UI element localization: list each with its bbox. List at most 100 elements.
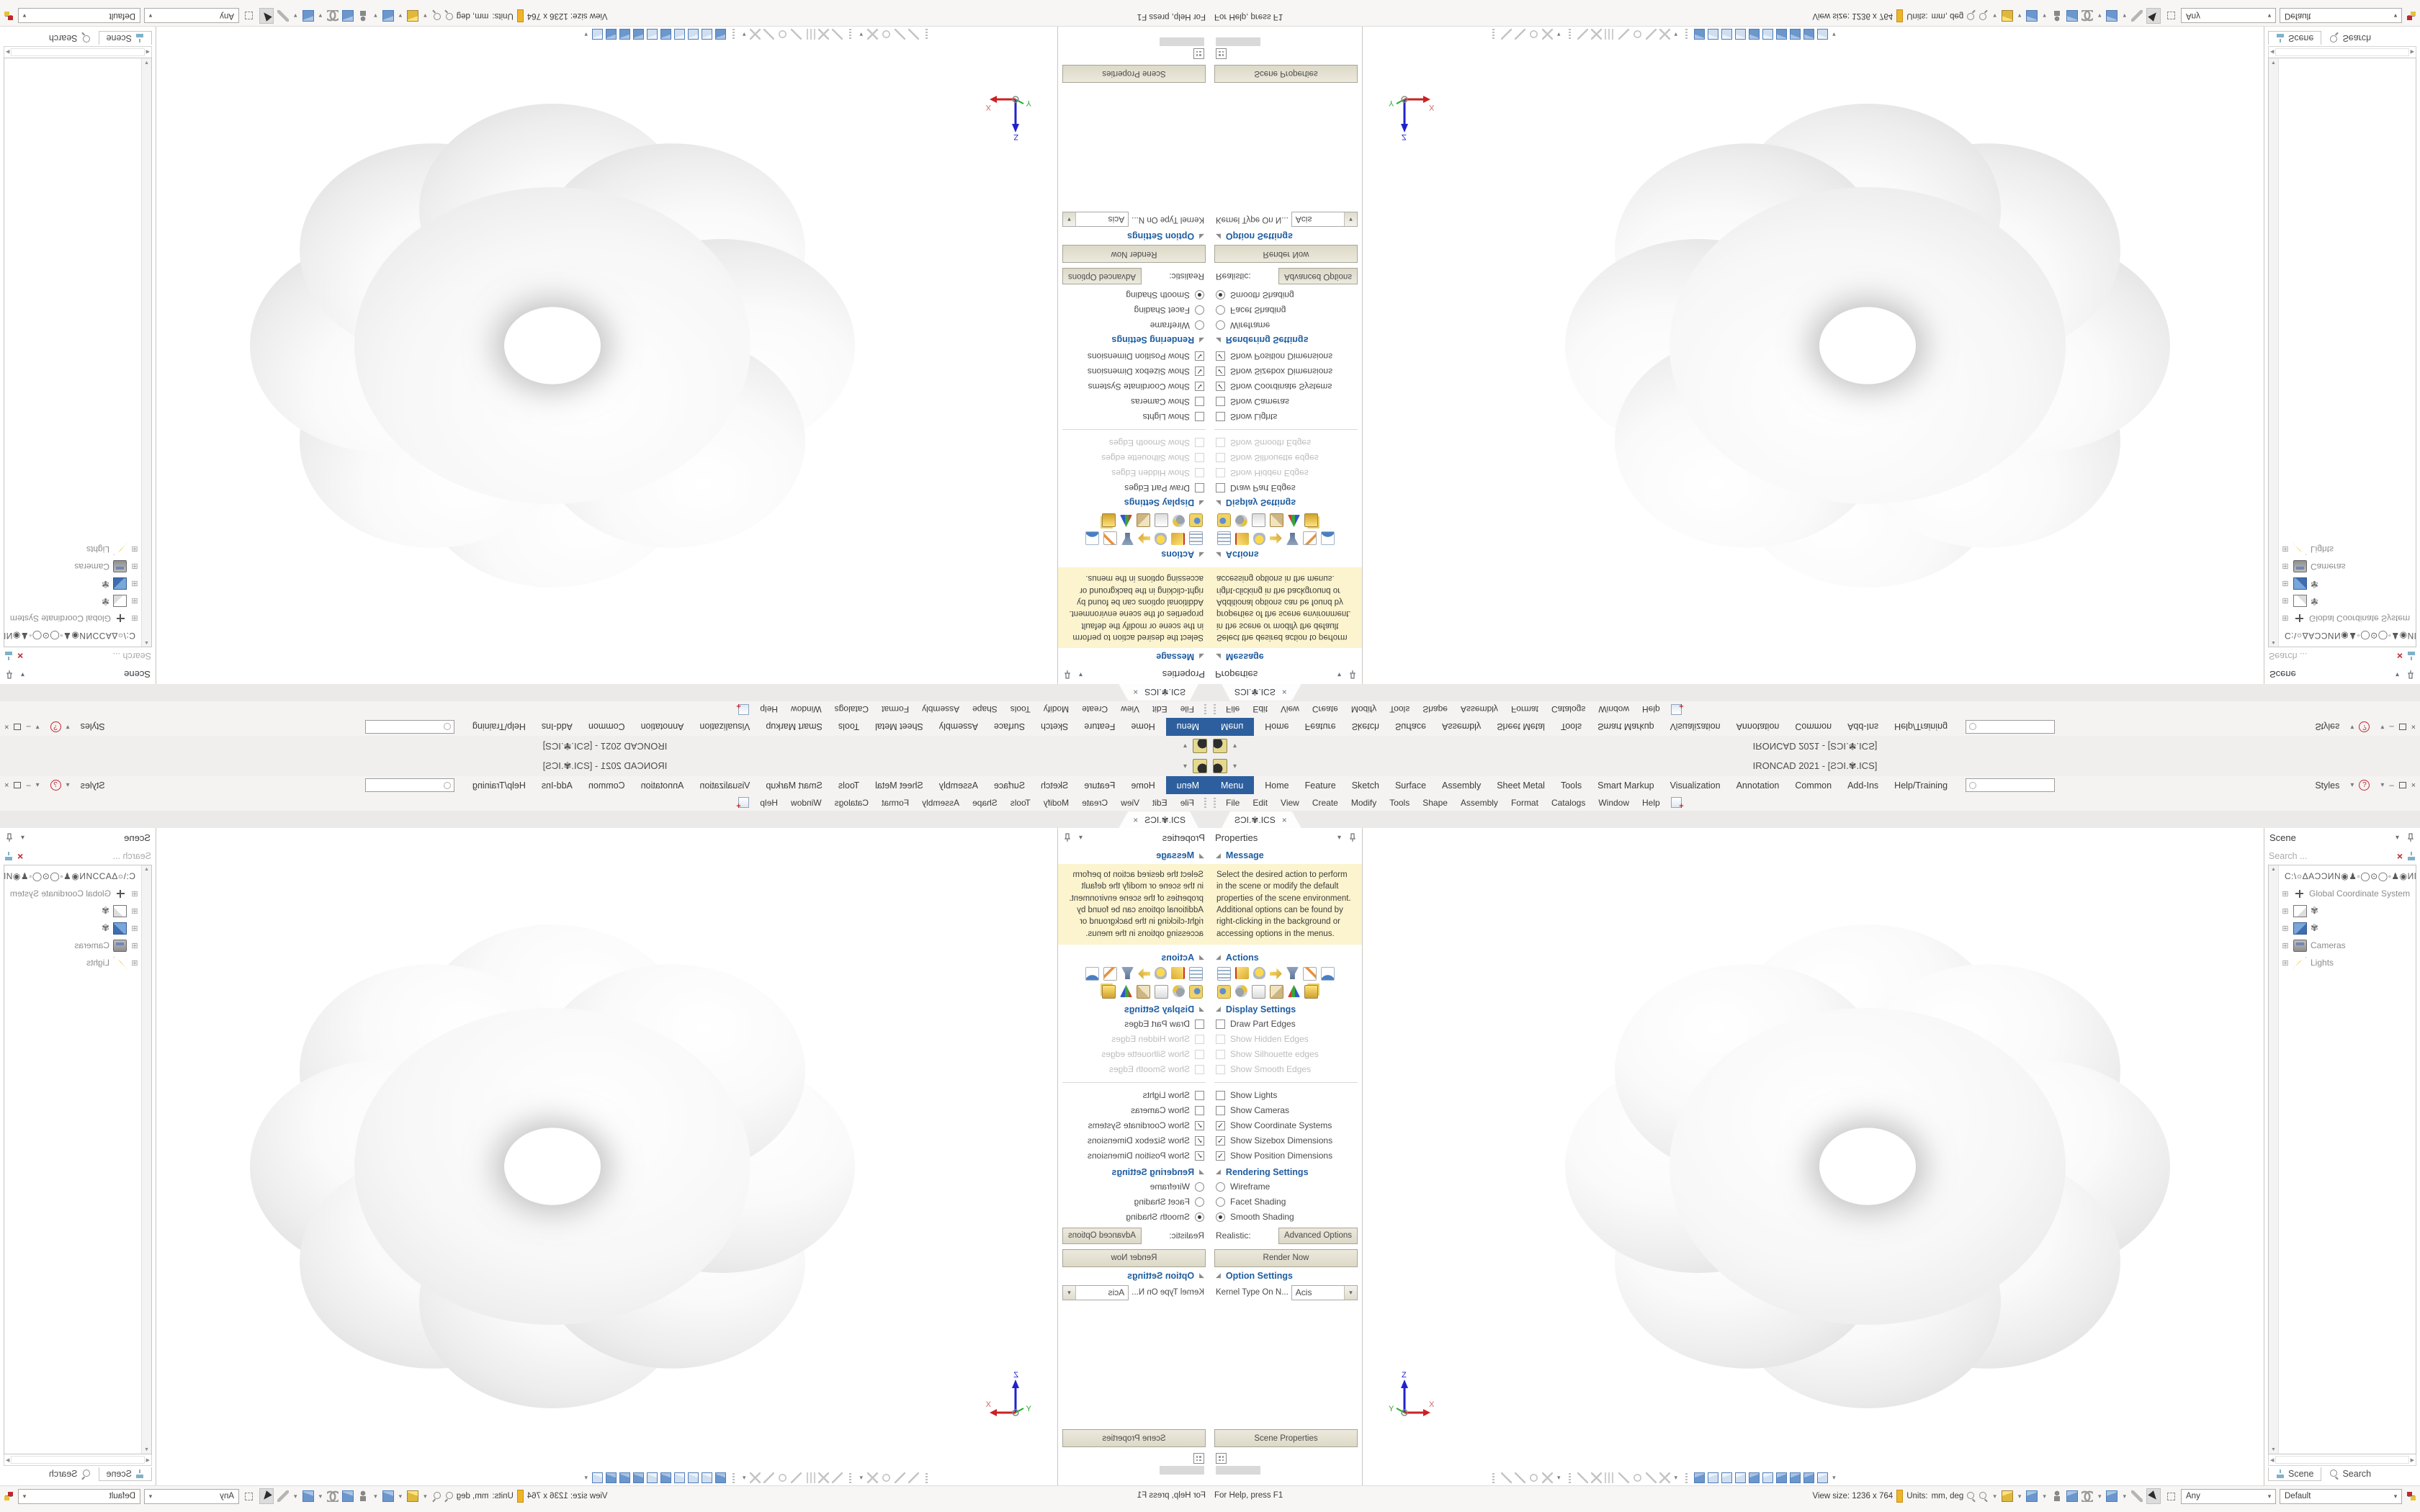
assembly-boxes-icon[interactable] [1270, 984, 1283, 999]
advanced-options-button[interactable]: Advanced Options [1062, 268, 1142, 285]
document-tab[interactable]: ƧƆI.✾.ICS × [1222, 684, 1301, 701]
menu-window[interactable]: Window [1598, 797, 1630, 808]
menu-help[interactable]: Help [760, 797, 778, 808]
command-search-input[interactable] [364, 720, 454, 734]
render-glasses-icon[interactable] [2081, 1490, 2093, 1502]
display-settings-header[interactable]: ◢ Display Settings [1216, 1004, 1296, 1014]
ribbon-tab-feature[interactable]: Feature [1304, 780, 1336, 791]
doc-restore-button[interactable] [2398, 782, 2406, 788]
panel-menu-caret-icon[interactable]: ▾ [1337, 833, 1341, 842]
dimension-icon[interactable] [1577, 1472, 1588, 1483]
stacked-boxes-icon[interactable] [1304, 513, 1318, 528]
doc-close-button[interactable]: × [4, 780, 9, 790]
tab-search[interactable]: Search [42, 32, 97, 45]
select-tool-active[interactable] [2146, 8, 2161, 24]
select-tool-active[interactable] [2146, 1488, 2161, 1504]
tab-scene[interactable]: Scene [98, 1467, 152, 1481]
checkbox-show-sizebox-dimensions[interactable]: ✓ Show Sizebox Dimensions [1216, 1135, 1333, 1146]
scroll-right-icon[interactable]: ▶ [6, 1457, 10, 1463]
toolbar-grip[interactable] [1685, 1472, 1688, 1483]
undo-cursor-icon[interactable] [2131, 10, 2143, 22]
tree-item-cameras[interactable]: ⊞ Cameras [74, 560, 138, 573]
checkbox-draw-part-edges[interactable]: Draw Part Edges [1210, 1017, 1362, 1032]
selection-filter-dropdown[interactable]: Any ▾ [144, 8, 239, 24]
view-bottom-icon[interactable] [646, 29, 658, 40]
dropdown-caret-icon[interactable]: ▾ [1344, 212, 1357, 227]
scene-properties-button[interactable]: Scene Properties [1214, 1429, 1358, 1447]
ribbon-tab-annotation[interactable]: Annotation [640, 780, 684, 791]
menu-file[interactable]: File [1180, 797, 1194, 808]
ribbon-tab-annotation[interactable]: Annotation [1736, 780, 1780, 791]
toolbar-grip[interactable] [1214, 704, 1216, 715]
styles-button[interactable]: Styles [80, 780, 105, 791]
menu-catalogs[interactable]: Catalogs [834, 797, 869, 808]
parallel-snap-icon[interactable] [763, 1472, 775, 1483]
ribbon-tab-assembly[interactable]: Assembly [1442, 780, 1482, 791]
point-snap-icon[interactable] [777, 1472, 789, 1483]
quick-access-caret-icon[interactable]: ▾ [1233, 762, 1237, 770]
shape-mode-icon[interactable] [2001, 1490, 2013, 1502]
new-document-icon[interactable] [1670, 704, 1682, 715]
tree-root-row[interactable]: C:\○ΔAƆƆИN◉♟◦◯⊙◯◦♟◉ИN [2281, 627, 2416, 644]
dropdown-caret-icon[interactable]: ▾ [1063, 1285, 1076, 1300]
tree-item-cameras[interactable]: ⊞ Cameras [2282, 560, 2346, 573]
new-document-icon[interactable] [738, 704, 750, 715]
ribbon-tab-home[interactable]: Home [1265, 721, 1289, 732]
display-cube-icon[interactable] [2106, 1490, 2118, 1502]
camera-icon[interactable] [1217, 984, 1231, 999]
reposition-icon[interactable] [1138, 967, 1150, 979]
radio-smooth-shading[interactable]: Smooth Shading [1058, 287, 1210, 302]
perpendicular-snap-icon[interactable] [1659, 1472, 1670, 1483]
ribbon-tab-visualization[interactable]: Visualization [699, 721, 750, 732]
ribbon-tab-sketch[interactable]: Sketch [1041, 780, 1069, 791]
zoom-in-icon[interactable] [1967, 1492, 1976, 1500]
scene-list-icon[interactable] [1189, 966, 1203, 981]
units-value[interactable]: mm, deg [1931, 12, 1964, 20]
tree-item-part-1[interactable]: ⊞ ✾ [102, 595, 138, 608]
grid-snap-icon[interactable] [805, 1472, 816, 1483]
scene-tree-horizontal-scrollbar[interactable]: ◀ ▶ [4, 1454, 152, 1466]
tree-item-part-2[interactable]: ⊞ ✾ [2282, 577, 2318, 590]
styles-caret-icon[interactable]: ▾ [66, 723, 70, 731]
menu-create[interactable]: Create [1082, 797, 1108, 808]
walkthrough-icon[interactable] [357, 10, 369, 22]
view-front-icon[interactable] [1694, 1472, 1706, 1483]
selection-filter-dropdown[interactable]: Any ▾ [2181, 8, 2276, 24]
help-icon[interactable]: ? [2359, 721, 2370, 732]
configuration-dropdown[interactable]: Default ▾ [2280, 8, 2402, 24]
settings-gears-icon[interactable] [1235, 984, 1247, 997]
checkbox-show-coordinate-systems[interactable]: ✓ Show Coordinate Systems [1216, 381, 1332, 392]
checkbox-show-position-dimensions[interactable]: ✓ Show Position Dimensions [1087, 351, 1204, 361]
ribbon-tab-feature[interactable]: Feature [1084, 721, 1116, 732]
help-icon[interactable]: ? [50, 780, 61, 791]
toolbar-grip[interactable] [1568, 29, 1571, 40]
scene-properties-button[interactable]: Scene Properties [1062, 1429, 1206, 1447]
checkbox-show-cameras[interactable]: Show Cameras [1210, 1103, 1362, 1118]
doc-close-button[interactable]: × [4, 722, 9, 732]
tree-item-part-1[interactable]: ⊞ ✾ [102, 904, 138, 917]
filter-tree-icon[interactable] [4, 851, 13, 860]
units-value[interactable]: mm, deg [456, 1492, 489, 1500]
shape-mode-icon[interactable] [2001, 10, 2013, 22]
docked-panel-icon[interactable] [1216, 48, 1227, 59]
view-top-icon[interactable] [1749, 1472, 1760, 1483]
sketch-polyline-icon[interactable] [1515, 1472, 1525, 1483]
selection-filter-dropdown[interactable]: Any ▾ [144, 1488, 239, 1504]
checkbox-show-cameras[interactable]: Show Cameras [1058, 1103, 1210, 1118]
app-icon[interactable] [1193, 759, 1207, 773]
camera-icon[interactable] [1189, 513, 1203, 528]
option-settings-header[interactable]: ◢ Option Settings [1127, 1270, 1204, 1281]
tree-root-row[interactable]: C:\○ΔAƆƆИN◉♟◦◯⊙◯◦♟◉ИN [4, 868, 139, 885]
command-search-input[interactable] [1966, 778, 2056, 792]
menu-assembly[interactable]: Assembly [922, 797, 960, 808]
view-right-icon[interactable] [1735, 29, 1747, 40]
sketch-polyline-icon[interactable] [895, 1472, 905, 1483]
menu-catalogs[interactable]: Catalogs [1551, 797, 1586, 808]
scroll-left-icon[interactable]: ◀ [2270, 49, 2275, 55]
scene-tree-vertical-scrollbar[interactable]: ▲ ▼ [2269, 58, 2279, 647]
clear-search-icon[interactable]: × [17, 650, 24, 662]
settings-gears-icon[interactable] [1173, 984, 1185, 997]
ruler-icon[interactable] [1896, 1490, 1904, 1503]
styles-caret-icon[interactable]: ▾ [66, 781, 70, 789]
expander-icon[interactable]: ⊞ [131, 889, 138, 899]
